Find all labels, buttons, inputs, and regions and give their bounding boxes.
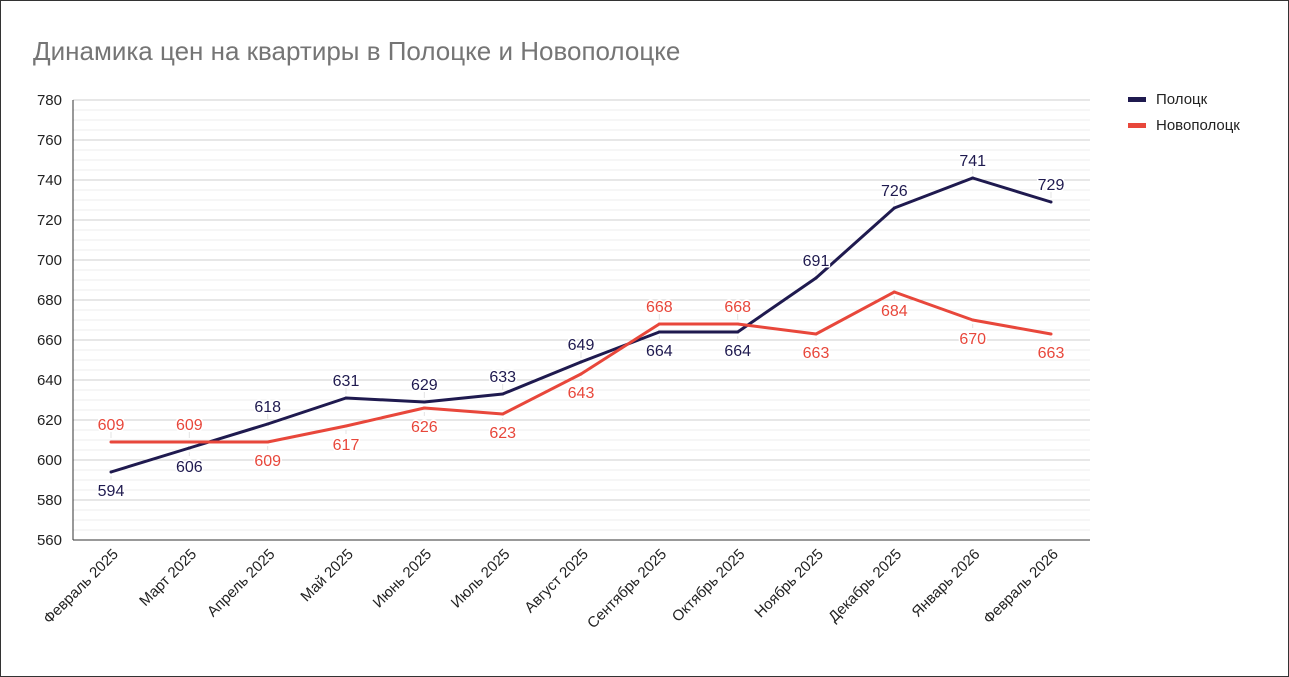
- y-tick-label: 580: [37, 492, 62, 509]
- data-point: [657, 330, 661, 334]
- data-point: [344, 424, 348, 428]
- data-label: 606: [176, 459, 203, 476]
- data-point: [501, 392, 505, 396]
- data-point: [1049, 332, 1053, 336]
- legend-swatch: [1128, 122, 1146, 128]
- data-point: [579, 360, 583, 364]
- y-tick-label: 780: [37, 92, 62, 109]
- data-label: 663: [803, 345, 830, 362]
- y-tick-label: 700: [37, 252, 62, 269]
- data-label: 726: [881, 183, 908, 200]
- data-label: 741: [959, 153, 986, 170]
- data-point: [344, 396, 348, 400]
- data-label: 643: [568, 385, 595, 402]
- data-label: 664: [646, 343, 673, 360]
- x-tick-label: Январь 2026: [909, 546, 984, 621]
- x-tick-label: Май 2025: [297, 546, 356, 605]
- data-label: 631: [333, 373, 360, 390]
- x-tick-label: Июнь 2025: [370, 546, 436, 612]
- data-point: [266, 440, 270, 444]
- y-tick-label: 740: [37, 172, 62, 189]
- data-point: [814, 276, 818, 280]
- data-point: [814, 332, 818, 336]
- x-tick-label: Апрель 2025: [204, 546, 279, 621]
- y-tick-label: 560: [37, 532, 62, 549]
- data-point: [109, 470, 113, 474]
- x-tick-label: Февраль 2026: [980, 546, 1062, 628]
- x-tick-label: Сентябрь 2025: [584, 546, 670, 632]
- data-label: 633: [489, 369, 516, 386]
- legend-swatch: [1128, 96, 1146, 102]
- legend-item-novopolotsk[interactable]: Новополоцк: [1128, 108, 1240, 142]
- data-label: 594: [98, 483, 125, 500]
- data-point: [657, 322, 661, 326]
- legend-label: Новополоцк: [1156, 116, 1240, 134]
- data-point: [971, 318, 975, 322]
- data-label: 626: [411, 419, 438, 436]
- x-tick-label: Август 2025: [521, 546, 591, 616]
- data-label: 729: [1038, 177, 1065, 194]
- data-label: 609: [176, 417, 203, 434]
- x-tick-label: Октябрь 2025: [669, 546, 749, 626]
- data-point: [266, 422, 270, 426]
- data-label: 668: [646, 299, 673, 316]
- data-label: 609: [98, 417, 125, 434]
- data-label: 670: [959, 331, 986, 348]
- x-tick-label: Март 2025: [136, 546, 200, 610]
- x-tick-label: Ноябрь 2025: [751, 546, 826, 621]
- legend-label: Полоцк: [1156, 90, 1208, 108]
- data-point: [109, 440, 113, 444]
- data-point: [187, 446, 191, 450]
- x-tick-label: Февраль 2025: [40, 546, 122, 628]
- y-tick-label: 680: [37, 292, 62, 309]
- data-label: 617: [333, 437, 360, 454]
- legend-item-polotsk[interactable]: Полоцк: [1128, 82, 1240, 116]
- y-tick-label: 760: [37, 132, 62, 149]
- y-tick-label: 620: [37, 412, 62, 429]
- data-label: 664: [724, 343, 751, 360]
- data-point: [1049, 200, 1053, 204]
- data-point: [971, 176, 975, 180]
- data-point: [892, 290, 896, 294]
- x-tick-label: Декабрь 2025: [825, 546, 905, 626]
- x-tick-label: Июль 2025: [448, 546, 514, 612]
- y-tick-label: 720: [37, 212, 62, 229]
- data-label: 623: [489, 425, 516, 442]
- data-point: [422, 406, 426, 410]
- y-tick-label: 660: [37, 332, 62, 349]
- legend: Полоцк Новополоцк: [1128, 90, 1240, 142]
- data-point: [892, 206, 896, 210]
- data-point: [579, 372, 583, 376]
- data-point: [736, 322, 740, 326]
- data-label: 684: [881, 303, 908, 320]
- data-label: 668: [724, 299, 751, 316]
- data-label: 629: [411, 377, 438, 394]
- y-tick-label: 640: [37, 372, 62, 389]
- data-label: 649: [568, 337, 595, 354]
- data-point: [422, 400, 426, 404]
- data-point: [501, 412, 505, 416]
- data-label: 663: [1038, 345, 1065, 362]
- data-label: 691: [803, 253, 830, 270]
- data-label: 618: [254, 399, 281, 416]
- series-line-polotsk: [110, 176, 1052, 474]
- chart-title: Динамика цен на квартиры в Полоцке и Нов…: [33, 36, 681, 66]
- data-label: 609: [254, 453, 281, 470]
- data-point: [187, 440, 191, 444]
- y-tick-label: 600: [37, 452, 62, 469]
- data-point: [736, 330, 740, 334]
